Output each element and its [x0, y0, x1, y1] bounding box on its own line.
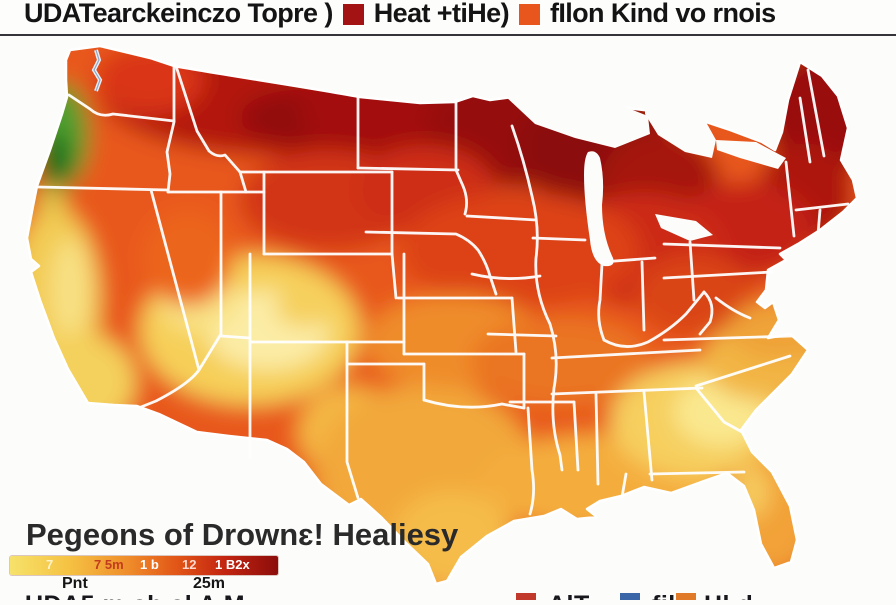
- colorbar-below-label: 25m: [193, 575, 226, 592]
- cutoff-text: UDA5 m ab al A M: [25, 591, 245, 600]
- cutoff-text: Hl d: [704, 591, 753, 600]
- cutoff-text: fil: [652, 591, 676, 600]
- great-lakes: [505, 93, 786, 267]
- colorbar-tick-label: 12: [182, 557, 197, 572]
- state-borders: [36, 62, 850, 516]
- lake-superior: [505, 93, 650, 148]
- colorbar-tick-label: 7: [46, 557, 54, 572]
- lake-erie: [655, 214, 713, 241]
- heat-legend-label: Heat +tiHe): [373, 0, 510, 28]
- colorbar-tick-label: 7 5m: [94, 557, 124, 572]
- cutoff-text: AlT: [548, 591, 590, 600]
- cutoff-orange-swatch: [676, 593, 696, 600]
- cutoff-red-swatch: [516, 593, 536, 600]
- lake-huron: [645, 98, 716, 158]
- heat-legend-swatch: [342, 3, 364, 25]
- heat-surface: [27, 46, 857, 584]
- colorbar-tick-label: 1 b: [140, 557, 159, 572]
- bottom-cutoff-row: UDA5 m ab al A M AlT fil Hl d: [0, 591, 896, 600]
- bottom-cutoff-strip: UDA5 m ab al A M AlT fil Hl d: [0, 591, 896, 600]
- colorbar-tick-label: 1 B2x: [215, 557, 250, 572]
- kind-legend-swatch: [518, 3, 540, 25]
- header-bar: UDATearckeinczo Topre ) Heat +tiHe) fIlo…: [0, 0, 896, 36]
- lake-ontario: [716, 140, 786, 169]
- colorbar-gradient: 7 7 5m 1 b 12 1 B2x: [10, 556, 278, 575]
- colorbar-below-label: Pnt: [62, 575, 88, 592]
- cutoff-blue-swatch: [620, 593, 640, 600]
- colorbar-title: Pegeons of Drownɛ! Healiesy: [26, 517, 459, 552]
- header-title: UDATearckeinczo Topre ): [24, 0, 333, 28]
- kind-legend-label: fIlon Kind vo rnois: [549, 0, 776, 28]
- header-legend-row: UDATearckeinczo Topre ) Heat +tiHe) fIlo…: [0, 0, 776, 30]
- us-coastline: [25, 44, 859, 586]
- lake-michigan: [584, 151, 614, 267]
- puget-sound-water: [93, 49, 101, 92]
